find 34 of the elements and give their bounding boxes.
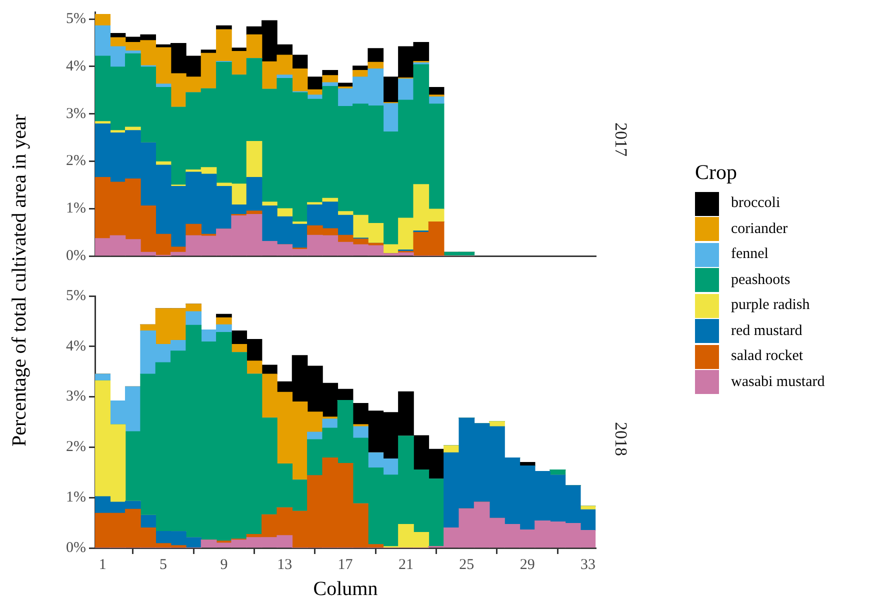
y-tick-label: 5% xyxy=(66,288,86,304)
y-tick-label: 4% xyxy=(66,338,86,354)
y-tick-label: 0% xyxy=(66,248,86,264)
legend-label: peashoots xyxy=(731,272,790,289)
x-tick-label: 29 xyxy=(520,556,535,573)
x-tick-label: 33 xyxy=(580,556,596,573)
y-tick-label: 4% xyxy=(66,58,86,74)
legend-label: fennel xyxy=(731,246,768,264)
legend-title: Crop xyxy=(695,160,738,185)
x-tick-label: 13 xyxy=(277,556,292,573)
x-tick-label: 1 xyxy=(98,556,106,573)
y-tick-label: 0% xyxy=(66,540,86,556)
x-tick-label: 9 xyxy=(220,556,228,573)
y-axis-title: Percentage of total cultivated area in year xyxy=(8,114,32,446)
legend-label: salad rocket xyxy=(731,348,804,366)
y-tick-label: 1% xyxy=(66,490,86,506)
legend-label: purple radish xyxy=(731,297,810,314)
legend-label: broccoli xyxy=(731,195,780,212)
y-tick-label: 3% xyxy=(66,106,86,122)
x-tick-label: 5 xyxy=(160,556,168,573)
y-tick-label: 5% xyxy=(66,11,86,28)
legend-label: coriander xyxy=(731,220,788,238)
y-tick-label: 1% xyxy=(66,200,86,217)
x-tick-label: 21 xyxy=(398,556,414,573)
x-tick-label: 25 xyxy=(459,556,474,573)
y-tick-label: 2% xyxy=(66,439,86,456)
y-tick-label: 2% xyxy=(66,153,86,170)
legend-label: red mustard xyxy=(731,322,802,340)
x-tick-label: 17 xyxy=(338,556,354,573)
x-axis-title: Column xyxy=(312,578,379,601)
text: 2018 xyxy=(611,422,630,456)
legend-label: wasabi mustard xyxy=(731,374,825,391)
y-tick-label: 3% xyxy=(66,388,86,405)
text: 2017 xyxy=(611,122,630,157)
